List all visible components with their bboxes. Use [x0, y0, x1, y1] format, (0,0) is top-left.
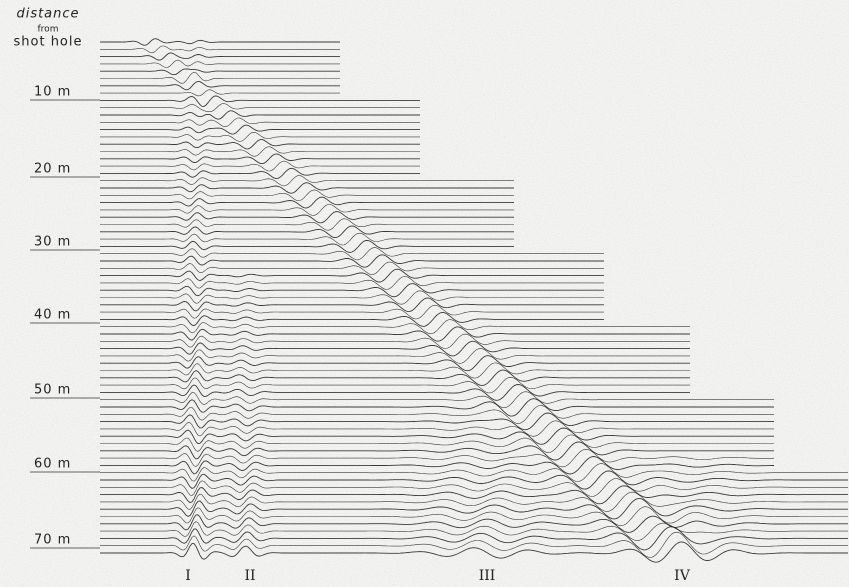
trace	[100, 333, 690, 349]
phase-label: III	[479, 568, 496, 584]
trace	[100, 254, 604, 268]
trace	[100, 80, 340, 91]
trace	[100, 326, 690, 342]
trace	[100, 478, 848, 497]
trace	[100, 376, 690, 394]
trace	[100, 247, 604, 261]
distance-label: 50 m	[34, 383, 71, 398]
trace	[100, 369, 690, 387]
trace	[100, 463, 848, 482]
trace	[100, 95, 420, 107]
distance-label: 30 m	[34, 235, 71, 250]
trace	[100, 485, 848, 505]
phase-labels: I II III IV	[185, 568, 690, 584]
trace	[100, 276, 604, 290]
trace	[100, 514, 848, 533]
trace	[100, 261, 604, 275]
trace	[100, 384, 690, 401]
trace	[100, 103, 420, 112]
trace	[100, 38, 340, 46]
trace	[100, 71, 340, 84]
distance-label: 20 m	[34, 162, 71, 177]
trace	[100, 448, 775, 468]
trace	[100, 491, 848, 512]
trace	[100, 441, 774, 461]
trace	[100, 348, 690, 364]
trace	[100, 506, 848, 527]
trace	[100, 456, 774, 475]
trace	[100, 52, 340, 61]
trace	[100, 110, 420, 120]
trace	[100, 196, 514, 209]
trace	[100, 167, 420, 179]
trace	[100, 131, 420, 142]
trace	[100, 412, 774, 431]
trace	[100, 160, 420, 172]
trace	[100, 498, 848, 520]
trace	[100, 420, 774, 437]
trace	[100, 211, 514, 224]
header-line: from	[38, 25, 59, 35]
trace	[100, 239, 514, 253]
trace	[100, 541, 848, 563]
trace	[100, 268, 604, 283]
trace	[100, 405, 774, 424]
trace	[100, 305, 604, 320]
trace	[100, 146, 420, 157]
trace	[100, 355, 690, 372]
trace	[100, 362, 690, 379]
trace	[100, 68, 340, 76]
trace	[100, 521, 848, 541]
header-line: shot hole	[14, 35, 83, 50]
trace	[100, 434, 774, 453]
trace	[100, 117, 420, 128]
trace	[100, 391, 774, 409]
trace	[100, 204, 514, 216]
trace	[100, 531, 848, 558]
trace	[100, 153, 420, 165]
trace	[100, 470, 848, 490]
trace	[100, 427, 774, 445]
phase-label: II	[244, 568, 255, 584]
trace	[100, 526, 848, 551]
trace	[100, 218, 514, 231]
header-line: distance	[16, 7, 79, 22]
trace	[100, 45, 340, 54]
trace	[100, 283, 604, 298]
trace	[100, 59, 340, 68]
trace	[100, 189, 514, 202]
trace	[100, 319, 690, 335]
distance-label: 70 m	[34, 533, 71, 548]
trace	[100, 311, 604, 327]
trace	[100, 290, 604, 305]
distance-label: 10 m	[34, 85, 71, 100]
trace	[100, 225, 514, 239]
phase-label: I	[185, 568, 191, 584]
trace	[100, 398, 774, 417]
phase-label: IV	[674, 568, 691, 584]
trace	[100, 297, 604, 313]
trace	[100, 124, 420, 135]
traces	[100, 38, 848, 563]
distance-label: 40 m	[34, 308, 71, 323]
distance-label: 60 m	[34, 457, 71, 472]
trace	[100, 340, 690, 357]
trace	[100, 182, 514, 194]
trace	[100, 139, 420, 150]
trace	[100, 175, 514, 187]
distance-labels: 10 m 20 m 30 m 40 m 50 m 60 m 70 m	[30, 85, 100, 549]
trace	[100, 232, 514, 246]
trace	[100, 89, 340, 97]
